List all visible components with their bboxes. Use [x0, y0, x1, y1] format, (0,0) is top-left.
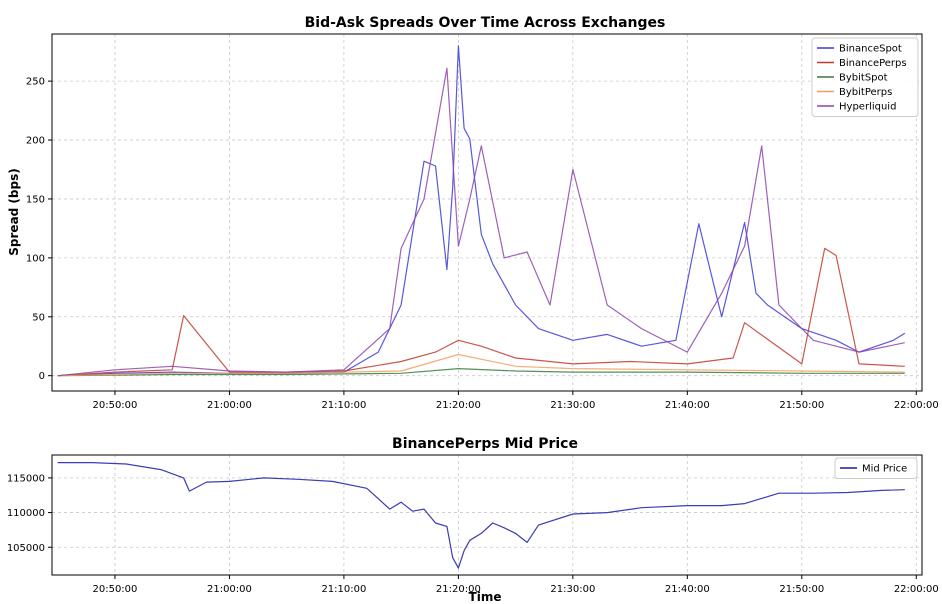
- legend-label: BybitPerps: [839, 87, 892, 98]
- y-tick-label: 50: [32, 312, 45, 323]
- legend-label: BinanceSpot: [839, 44, 902, 55]
- spread-chart-series: [57, 45, 906, 377]
- price-chart-series: [57, 462, 905, 569]
- y-tick-label: 100: [26, 253, 45, 264]
- legend-box: [811, 37, 919, 117]
- legend-box: [834, 457, 918, 479]
- x-tick-label: 21:40:00: [665, 400, 710, 411]
- x-tick-label: 20:50:00: [92, 584, 137, 595]
- price-chart-xticks: 20:50:00 21:00:00 21:10:00 21:20:00 21:30:00…: [92, 575, 939, 595]
- series-line-bybitperps: [57, 353, 905, 377]
- price-chart-frame: [51, 454, 923, 576]
- y-tick-label: 150: [26, 194, 45, 205]
- x-tick-label: 22:00:00: [894, 400, 939, 411]
- y-tick-label: 0: [39, 371, 45, 382]
- spread-chart-frame: [51, 33, 923, 392]
- price-chart-title: BinancePerps Mid Price: [392, 436, 578, 452]
- x-tick-label: 21:00:00: [207, 584, 252, 595]
- x-tick-label: 21:20:00: [436, 584, 481, 595]
- spread-chart: Bid-Ask Spreads Over Time Across Exchang…: [7, 15, 939, 411]
- spread-chart-legend: BinanceSpot BinancePerps BybitSpot BybitPer…: [811, 37, 919, 117]
- price-chart-xlabel: Time: [469, 590, 502, 604]
- x-tick-label: 21:00:00: [207, 400, 252, 411]
- x-tick-label: 22:00:00: [894, 584, 939, 595]
- y-tick-label: 105000: [7, 543, 45, 554]
- x-tick-label: 21:20:00: [436, 400, 481, 411]
- legend-label: BinancePerps: [839, 58, 907, 69]
- x-tick-label: 21:50:00: [779, 400, 824, 411]
- x-tick-label: 21:40:00: [665, 584, 710, 595]
- spread-chart-yticks: 0 50 100 150 200 250: [26, 77, 52, 382]
- series-line-hyperliquid: [57, 67, 905, 377]
- price-chart: BinancePerps Mid Price Time 20:50:00 21:0…: [7, 436, 939, 604]
- x-tick-label: 21:30:00: [550, 400, 595, 411]
- series-line-binancespot: [57, 45, 906, 377]
- series-line-bybitspot: [57, 368, 905, 377]
- legend-label: Hyperliquid: [839, 102, 896, 113]
- spread-chart-ylabel: Spread (bps): [7, 168, 21, 255]
- price-chart-grid: [52, 455, 922, 575]
- series-line-mid-price: [57, 462, 905, 569]
- x-tick-label: 20:50:00: [92, 400, 137, 411]
- spread-chart-title: Bid-Ask Spreads Over Time Across Exchang…: [305, 15, 666, 31]
- x-tick-label: 21:10:00: [321, 400, 366, 411]
- y-tick-label: 200: [26, 136, 45, 147]
- spread-chart-grid: [52, 34, 922, 391]
- price-chart-legend: Mid Price: [834, 457, 918, 479]
- series-line-binanceperps: [57, 247, 905, 377]
- y-tick-label: 115000: [7, 473, 45, 484]
- x-tick-label: 21:10:00: [321, 584, 366, 595]
- spread-chart-xticks: 20:50:00 21:00:00 21:10:00 21:20:00 21:30:00…: [92, 391, 939, 411]
- legend-label: Mid Price: [862, 464, 907, 475]
- x-tick-label: 21:30:00: [550, 584, 595, 595]
- y-tick-label: 250: [26, 77, 45, 88]
- x-tick-label: 21:50:00: [779, 584, 824, 595]
- y-tick-label: 110000: [7, 508, 45, 519]
- price-chart-yticks: 105000 110000 115000: [7, 473, 52, 554]
- legend-label: BybitSpot: [839, 73, 888, 84]
